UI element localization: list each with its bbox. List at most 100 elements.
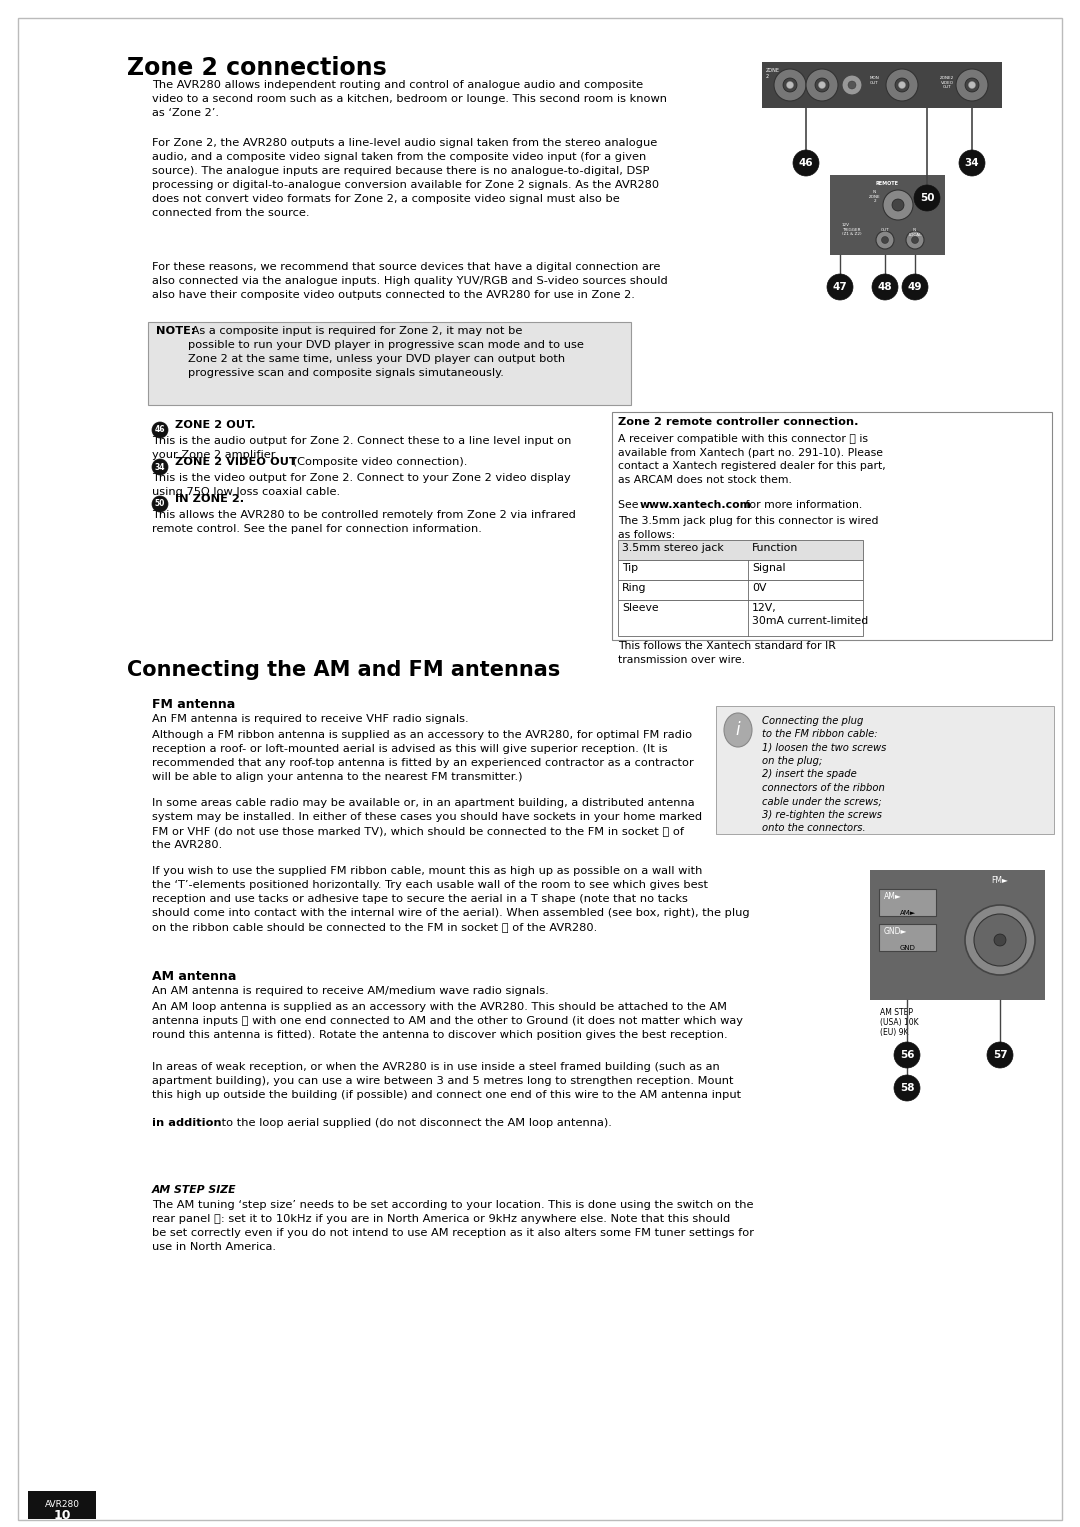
Circle shape <box>974 915 1026 967</box>
Text: AM►: AM► <box>900 910 916 916</box>
Text: 34: 34 <box>154 463 165 472</box>
Text: i: i <box>735 721 740 739</box>
Text: (Composite video connection).: (Composite video connection). <box>289 457 468 467</box>
Text: This is the audio output for Zone 2. Connect these to a line level input on
your: This is the audio output for Zone 2. Con… <box>152 437 571 460</box>
Text: AM►: AM► <box>885 892 902 901</box>
Circle shape <box>848 81 856 89</box>
Text: This allows the AVR280 to be controlled remotely from Zone 2 via infrared
remote: This allows the AVR280 to be controlled … <box>152 510 576 534</box>
Circle shape <box>987 1041 1013 1067</box>
Circle shape <box>902 273 928 299</box>
FancyBboxPatch shape <box>879 924 936 951</box>
Circle shape <box>872 273 897 299</box>
Circle shape <box>899 81 905 89</box>
Text: AVR280: AVR280 <box>44 1500 80 1509</box>
Text: (EU) 9K: (EU) 9K <box>880 1028 908 1037</box>
FancyBboxPatch shape <box>618 580 863 600</box>
Text: This follows the Xantech standard for IR
transmission over wire.: This follows the Xantech standard for IR… <box>618 641 836 664</box>
Text: FM antenna: FM antenna <box>152 698 235 712</box>
Circle shape <box>956 69 988 101</box>
Text: A receiver compatible with this connector ⓪ is
available from Xantech (part no. : A receiver compatible with this connecto… <box>618 434 886 484</box>
FancyBboxPatch shape <box>148 322 631 405</box>
Text: 12V
TRIGGER
(Z1 & Z2): 12V TRIGGER (Z1 & Z2) <box>842 223 862 237</box>
Text: Connecting the AM and FM antennas: Connecting the AM and FM antennas <box>127 660 561 680</box>
Text: For Zone 2, the AVR280 outputs a line-level audio signal taken from the stereo a: For Zone 2, the AVR280 outputs a line-le… <box>152 137 659 218</box>
FancyBboxPatch shape <box>618 541 863 560</box>
Text: This is the video output for Zone 2. Connect to your Zone 2 video display
using : This is the video output for Zone 2. Con… <box>152 473 570 496</box>
Text: REMOTE: REMOTE <box>876 182 899 186</box>
Circle shape <box>912 237 918 243</box>
Text: 48: 48 <box>878 282 892 292</box>
FancyBboxPatch shape <box>762 63 1002 108</box>
FancyBboxPatch shape <box>28 1490 96 1519</box>
Text: Zone 2 remote controller connection.: Zone 2 remote controller connection. <box>618 417 859 428</box>
FancyBboxPatch shape <box>716 705 1054 834</box>
Text: The AVR280 allows independent routing and control of analogue audio and composit: The AVR280 allows independent routing an… <box>152 79 667 118</box>
Circle shape <box>774 69 806 101</box>
Circle shape <box>881 237 889 243</box>
Circle shape <box>906 231 924 249</box>
Text: Although a FM ribbon antenna is supplied as an accessory to the AVR280, for opti: Although a FM ribbon antenna is supplied… <box>152 730 693 782</box>
Text: 57: 57 <box>993 1051 1008 1060</box>
Text: 12V,
30mA current-limited: 12V, 30mA current-limited <box>752 603 868 626</box>
Text: OUT: OUT <box>880 228 889 232</box>
Text: Zone 2 connections: Zone 2 connections <box>127 56 387 79</box>
Text: An AM loop antenna is supplied as an accessory with the AVR280. This should be a: An AM loop antenna is supplied as an acc… <box>152 1002 743 1040</box>
Circle shape <box>876 231 894 249</box>
Text: As a composite input is required for Zone 2, it may not be
possible to run your : As a composite input is required for Zon… <box>188 325 584 379</box>
Text: IN
ZONE
2: IN ZONE 2 <box>869 189 881 203</box>
Text: AM antenna: AM antenna <box>152 970 237 983</box>
Circle shape <box>894 1041 920 1067</box>
Circle shape <box>152 421 168 438</box>
Text: in addition: in addition <box>152 1118 221 1128</box>
Text: to the loop aerial supplied (do not disconnect the AM loop antenna).: to the loop aerial supplied (do not disc… <box>218 1118 612 1128</box>
FancyBboxPatch shape <box>612 412 1052 640</box>
Circle shape <box>966 906 1035 976</box>
Text: FM►: FM► <box>991 876 1009 886</box>
FancyBboxPatch shape <box>618 560 863 580</box>
Circle shape <box>786 81 794 89</box>
Text: 34: 34 <box>964 157 980 168</box>
Circle shape <box>969 81 975 89</box>
Circle shape <box>152 496 168 512</box>
Circle shape <box>815 78 829 92</box>
Circle shape <box>842 75 862 95</box>
Circle shape <box>152 460 168 475</box>
Text: 56: 56 <box>900 1051 915 1060</box>
Text: MON
OUT: MON OUT <box>869 76 879 84</box>
Circle shape <box>894 1075 920 1101</box>
Text: IN ZONE 2.: IN ZONE 2. <box>171 495 244 504</box>
Text: Signal: Signal <box>752 563 785 573</box>
Text: 50: 50 <box>154 499 165 508</box>
Text: In some areas cable radio may be available or, in an apartment building, a distr: In some areas cable radio may be availab… <box>152 799 702 851</box>
Text: An AM antenna is required to receive AM/medium wave radio signals.: An AM antenna is required to receive AM/… <box>152 986 549 996</box>
Circle shape <box>819 81 825 89</box>
Circle shape <box>966 78 978 92</box>
Circle shape <box>883 189 913 220</box>
Text: NOTE:: NOTE: <box>156 325 195 336</box>
Text: (USA) 10K: (USA) 10K <box>880 1019 919 1028</box>
Circle shape <box>994 935 1005 947</box>
Text: Sleeve: Sleeve <box>622 603 659 612</box>
Text: Function: Function <box>752 544 798 553</box>
Circle shape <box>892 199 904 211</box>
FancyBboxPatch shape <box>831 176 945 255</box>
Text: GND►: GND► <box>885 927 907 936</box>
Text: For these reasons, we recommend that source devices that have a digital connecti: For these reasons, we recommend that sou… <box>152 263 667 299</box>
FancyBboxPatch shape <box>870 870 1045 1000</box>
Text: ZONE 2 OUT.: ZONE 2 OUT. <box>171 420 256 431</box>
Text: Connecting the plug
to the FM ribbon cable:
1) loosen the two screws
on the plug: Connecting the plug to the FM ribbon cab… <box>762 716 887 832</box>
Text: Tip: Tip <box>622 563 638 573</box>
Text: ZONE 2 VIDEO OUT: ZONE 2 VIDEO OUT <box>171 457 297 467</box>
Text: 0V: 0V <box>752 583 767 592</box>
Circle shape <box>793 150 819 176</box>
FancyBboxPatch shape <box>879 889 936 916</box>
Text: 49: 49 <box>908 282 922 292</box>
Text: An FM antenna is required to receive VHF radio signals.: An FM antenna is required to receive VHF… <box>152 715 469 724</box>
Text: The AM tuning ‘step size’ needs to be set according to your location. This is do: The AM tuning ‘step size’ needs to be se… <box>152 1200 754 1252</box>
Text: 58: 58 <box>900 1083 915 1093</box>
Circle shape <box>895 78 909 92</box>
Circle shape <box>914 185 940 211</box>
Text: The 3.5mm jack plug for this connector is wired
as follows:: The 3.5mm jack plug for this connector i… <box>618 516 878 539</box>
Circle shape <box>827 273 853 299</box>
Circle shape <box>886 69 918 101</box>
